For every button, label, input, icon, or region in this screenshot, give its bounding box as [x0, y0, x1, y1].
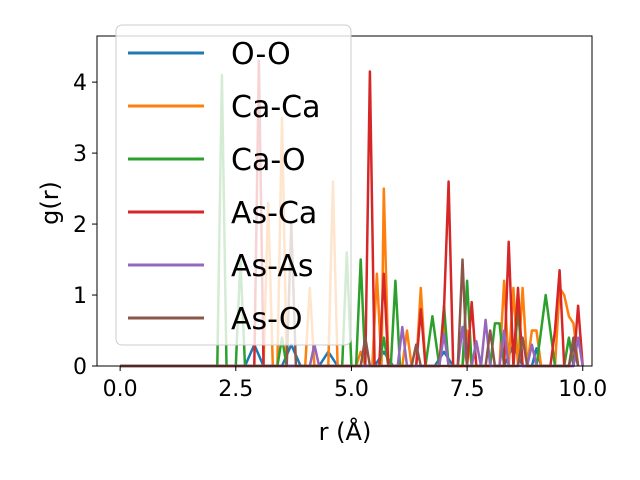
- legend-label: As-O: [231, 302, 302, 337]
- y-axis-label: g(r): [36, 181, 64, 225]
- legend-label: O-O: [231, 37, 291, 72]
- x-axis-ticks: 0.0 2.5 5.0 7.5 10.0: [103, 366, 607, 402]
- y-tick-label: 3: [73, 142, 87, 167]
- legend-box: [115, 24, 352, 346]
- x-tick-label: 2.5: [218, 377, 253, 402]
- legend-label: Ca-O: [231, 143, 306, 178]
- series-line-as-ca: [120, 59, 584, 368]
- y-tick-label: 0: [73, 355, 87, 380]
- legend-label: As-Ca: [231, 196, 317, 231]
- x-tick-label: 7.5: [450, 377, 485, 402]
- y-tick-label: 4: [73, 71, 87, 96]
- y-tick-label: 1: [73, 284, 87, 309]
- x-axis-label: r (Å): [319, 417, 372, 446]
- y-axis-ticks: 0 1 2 3 4: [73, 71, 97, 380]
- legend-label: Ca-Ca: [231, 90, 321, 125]
- x-tick-label: 5.0: [334, 377, 369, 402]
- legend: O-O Ca-Ca Ca-O As-Ca As-As As-O: [115, 24, 352, 346]
- y-tick-label: 2: [73, 213, 87, 238]
- x-tick-label: 0.0: [103, 377, 138, 402]
- x-tick-label: 10.0: [558, 377, 607, 402]
- legend-label: As-As: [231, 249, 313, 284]
